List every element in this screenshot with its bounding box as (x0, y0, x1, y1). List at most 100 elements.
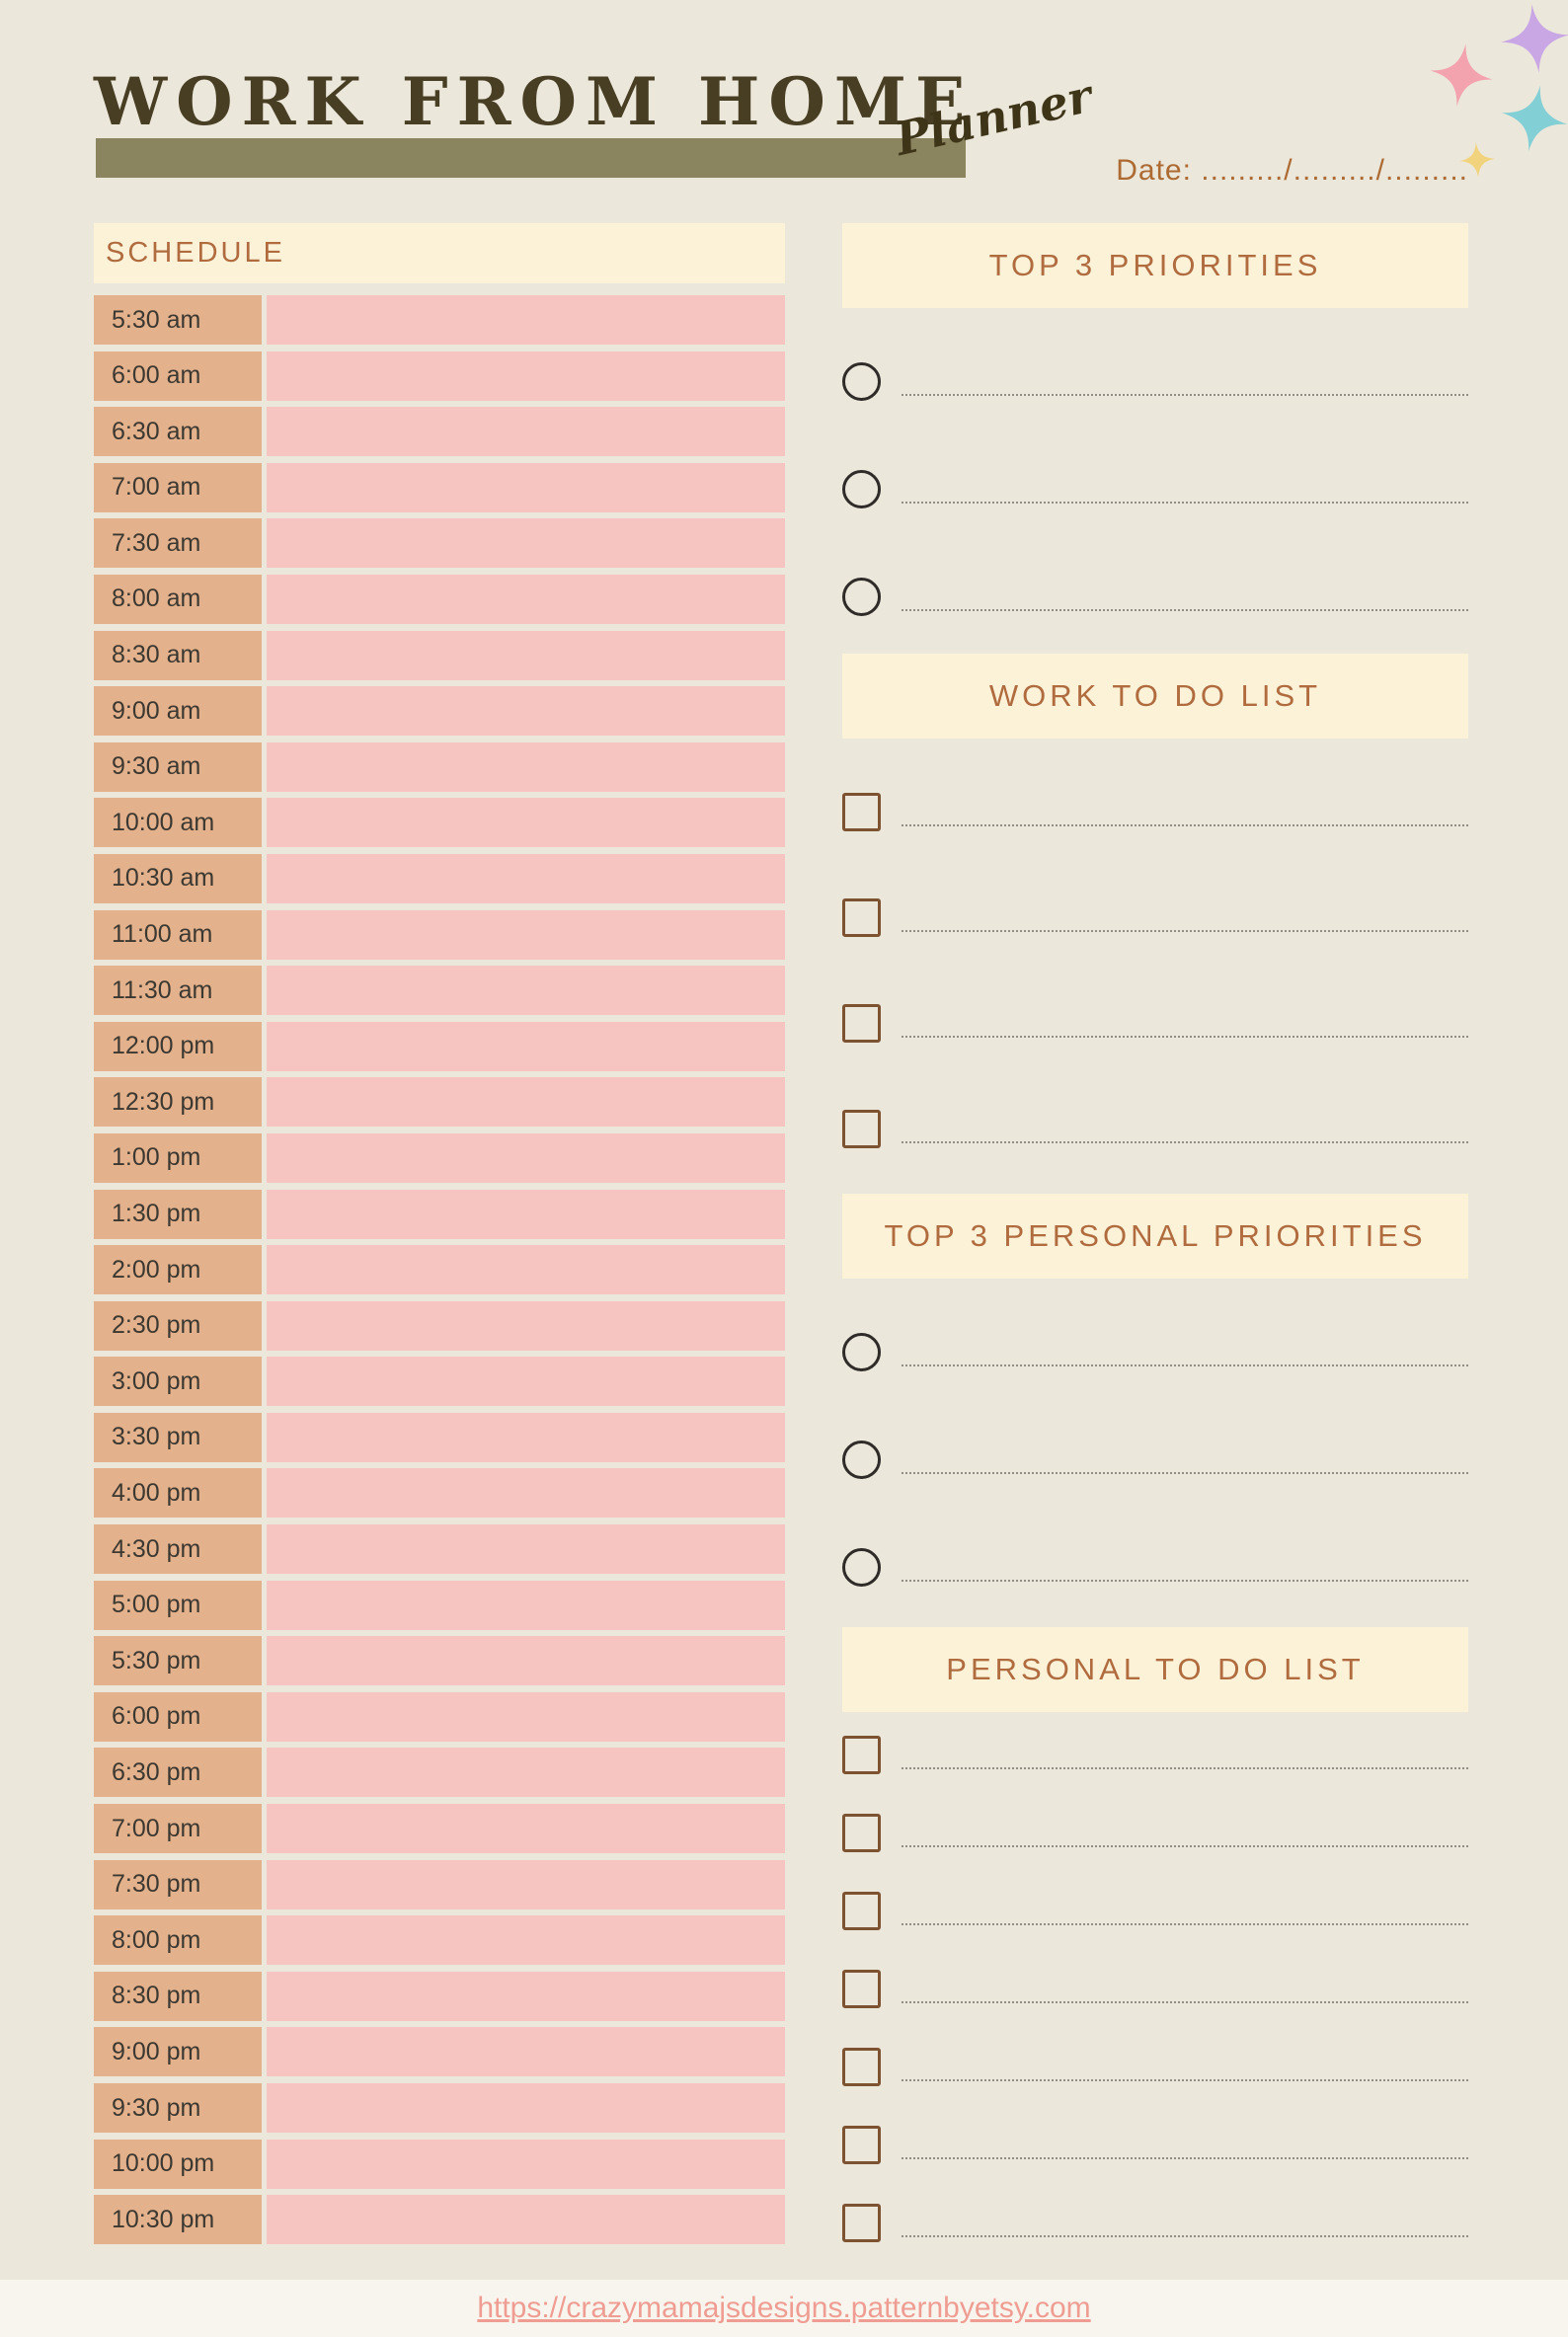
todo-row (842, 2126, 1468, 2164)
fill-in-line[interactable] (902, 609, 1468, 611)
todo-checkbox[interactable] (842, 1736, 881, 1774)
sparkle-purple-shape (1501, 4, 1568, 73)
schedule-row: 10:30 pm (94, 2195, 785, 2245)
fill-in-line[interactable] (902, 1767, 1468, 1769)
schedule-row: 9:30 pm (94, 2083, 785, 2133)
schedule-row: 4:00 pm (94, 1468, 785, 1519)
time-label: 10:00 pm (94, 2139, 262, 2189)
todo-checkbox[interactable] (842, 2048, 881, 2086)
schedule-entry-cell[interactable] (267, 2027, 785, 2077)
schedule-entry-cell[interactable] (267, 1636, 785, 1686)
todo-checkbox[interactable] (842, 2204, 881, 2242)
priority-circle[interactable] (842, 362, 881, 401)
fill-in-line[interactable] (902, 930, 1468, 932)
time-label: 6:00 pm (94, 1691, 262, 1742)
todo-checkbox[interactable] (842, 2126, 881, 2164)
schedule-entry-cell[interactable] (267, 295, 785, 345)
fill-in-line[interactable] (902, 502, 1468, 504)
schedule-entry-cell[interactable] (267, 966, 785, 1016)
schedule-entry-cell[interactable] (267, 351, 785, 401)
fill-in-line[interactable] (902, 1141, 1468, 1143)
fill-in-line[interactable] (902, 824, 1468, 826)
schedule-entry-cell[interactable] (267, 853, 785, 903)
schedule-entry-cell[interactable] (267, 574, 785, 624)
personal-priorities-header: TOP 3 PERSONAL PRIORITIES (842, 1194, 1468, 1279)
schedule-entry-cell[interactable] (267, 1077, 785, 1128)
time-label: 10:30 pm (94, 2195, 262, 2245)
todo-checkbox[interactable] (842, 898, 881, 937)
lists-section: TOP 3 PRIORITIES WORK TO DO LIST TOP 3 P… (842, 223, 1468, 2251)
schedule-entry-cell[interactable] (267, 1524, 785, 1575)
page-footer: https://crazymamajsdesigns.patternbyetsy… (0, 2280, 1568, 2337)
todo-checkbox[interactable] (842, 1814, 881, 1852)
schedule-row: 1:30 pm (94, 1189, 785, 1239)
schedule-entry-cell[interactable] (267, 2139, 785, 2189)
fill-in-line[interactable] (902, 2235, 1468, 2237)
schedule-entry-cell[interactable] (267, 1691, 785, 1742)
schedule-entry-cell[interactable] (267, 1915, 785, 1966)
priority-circle[interactable] (842, 1333, 881, 1371)
schedule-row: 7:30 pm (94, 1859, 785, 1909)
schedule-entry-cell[interactable] (267, 741, 785, 792)
fill-in-line[interactable] (902, 2157, 1468, 2159)
schedule-entry-cell[interactable] (267, 1132, 785, 1183)
todo-checkbox[interactable] (842, 793, 881, 831)
fill-in-line[interactable] (902, 2001, 1468, 2003)
schedule-entry-cell[interactable] (267, 2195, 785, 2245)
schedule-entry-cell[interactable] (267, 686, 785, 737)
time-label: 9:00 am (94, 686, 262, 737)
todo-checkbox[interactable] (842, 1110, 881, 1148)
schedule-entry-cell[interactable] (267, 1468, 785, 1519)
priority-circle[interactable] (842, 1441, 881, 1479)
fill-in-line[interactable] (902, 1580, 1468, 1582)
fill-in-line[interactable] (902, 1923, 1468, 1925)
schedule-entry-cell[interactable] (267, 798, 785, 848)
time-label: 2:30 pm (94, 1300, 262, 1351)
time-label: 3:30 pm (94, 1412, 262, 1462)
schedule-entry-cell[interactable] (267, 1245, 785, 1295)
footer-link[interactable]: https://crazymamajsdesigns.patternbyetsy… (477, 2292, 1091, 2324)
priority-circle[interactable] (842, 578, 881, 616)
todo-checkbox[interactable] (842, 1004, 881, 1043)
fill-in-line[interactable] (902, 394, 1468, 396)
schedule-entry-cell[interactable] (267, 462, 785, 512)
fill-in-line[interactable] (902, 1472, 1468, 1474)
priority-circle[interactable] (842, 1548, 881, 1587)
date-field[interactable]: Date: ........./........./......... (1116, 154, 1468, 187)
priority-circle[interactable] (842, 470, 881, 508)
schedule-entry-cell[interactable] (267, 1804, 785, 1854)
fill-in-line[interactable] (902, 1364, 1468, 1366)
fill-in-line[interactable] (902, 1845, 1468, 1847)
fill-in-line[interactable] (902, 1036, 1468, 1038)
schedule-entry-cell[interactable] (267, 1189, 785, 1239)
schedule-entry-cell[interactable] (267, 407, 785, 457)
schedule-row: 3:30 pm (94, 1412, 785, 1462)
schedule-entry-cell[interactable] (267, 1021, 785, 1071)
todo-row (842, 1814, 1468, 1852)
time-label: 4:30 pm (94, 1524, 262, 1575)
schedule-entry-cell[interactable] (267, 1748, 785, 1798)
schedule-entry-cell[interactable] (267, 1357, 785, 1407)
schedule-entry-cell[interactable] (267, 2083, 785, 2133)
sparkle-purple-icon (1501, 4, 1568, 73)
schedule-entry-cell[interactable] (267, 1580, 785, 1630)
schedule-row: 6:30 am (94, 407, 785, 457)
time-label: 8:30 pm (94, 1971, 262, 2021)
schedule-entry-cell[interactable] (267, 630, 785, 680)
todo-checkbox[interactable] (842, 1892, 881, 1930)
schedule-entry-cell[interactable] (267, 909, 785, 960)
schedule-row: 10:30 am (94, 853, 785, 903)
schedule-entry-cell[interactable] (267, 1412, 785, 1462)
schedule-row: 9:00 pm (94, 2027, 785, 2077)
page-title: WORK FROM HOME (94, 63, 975, 140)
schedule-entry-cell[interactable] (267, 1859, 785, 1909)
schedule-entry-cell[interactable] (267, 518, 785, 569)
schedule-entry-cell[interactable] (267, 1971, 785, 2021)
work-todo-rows (842, 793, 1468, 1148)
todo-checkbox[interactable] (842, 1970, 881, 2008)
todo-row (842, 793, 1468, 831)
schedule-entry-cell[interactable] (267, 1300, 785, 1351)
schedule-row: 9:00 am (94, 686, 785, 737)
schedule-row: 2:00 pm (94, 1245, 785, 1295)
fill-in-line[interactable] (902, 2079, 1468, 2081)
